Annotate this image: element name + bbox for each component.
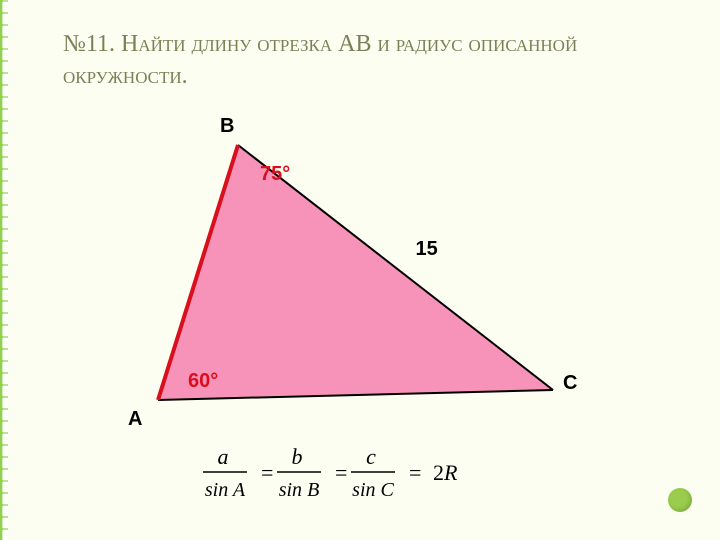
decor-corner-dot xyxy=(668,488,692,512)
svg-text:sin B: sin B xyxy=(279,479,320,501)
svg-text:sin C: sin C xyxy=(352,479,394,501)
svg-text:a: a xyxy=(218,444,229,469)
svg-text:b: b xyxy=(292,444,303,469)
svg-text:=: = xyxy=(261,460,273,485)
slide: №11. Найти длину отрезка АВ и радиус опи… xyxy=(0,0,720,540)
svg-text:=: = xyxy=(335,460,347,485)
angle-label-a: 60° xyxy=(188,370,218,393)
vertex-label-c: C xyxy=(563,372,577,395)
svg-text:sin A: sin A xyxy=(205,479,246,501)
side-bc-length: 15 xyxy=(416,238,438,261)
vertex-label-a: A xyxy=(128,408,142,431)
angle-label-b: 75° xyxy=(260,163,290,186)
law-of-sines-formula: a sin A = b sin B = c sin C = 2R xyxy=(203,440,523,510)
svg-text:2R: 2R xyxy=(433,460,458,485)
svg-text:=: = xyxy=(409,460,421,485)
svg-text:c: c xyxy=(366,444,376,469)
vertex-label-b: В xyxy=(220,115,234,138)
